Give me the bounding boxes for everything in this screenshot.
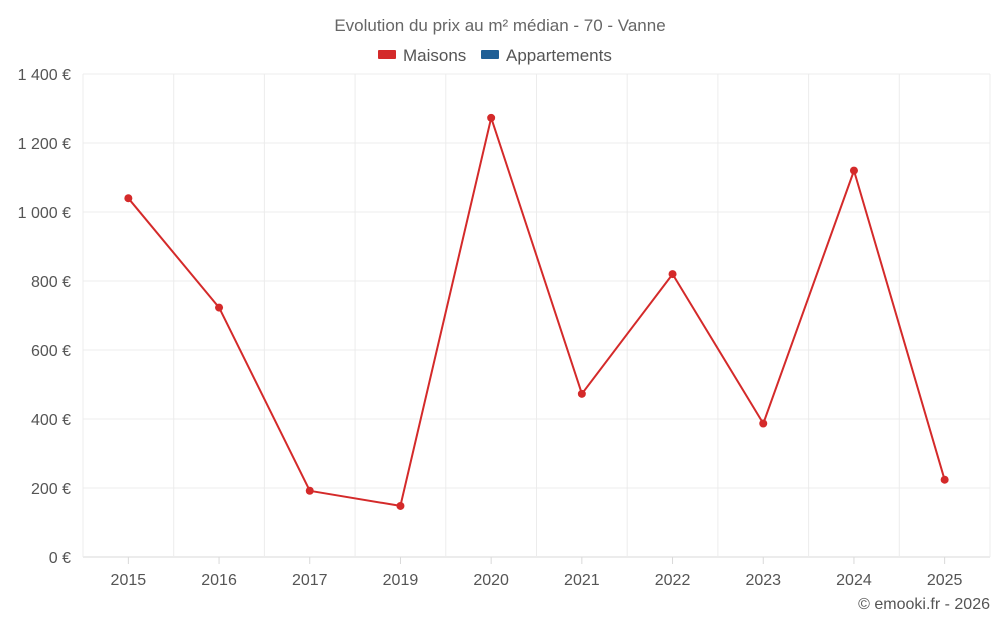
data-point[interactable] [940,475,949,484]
data-point[interactable] [124,194,133,203]
y-tick-label: 1 200 € [18,136,71,153]
data-point[interactable] [305,486,314,495]
x-axis-ticks: 2015 2016 2017 2019 2020 2021 2022 2023 2024 2025 [111,557,963,589]
x-tick-label: 2023 [745,572,781,589]
series-layer [124,113,949,510]
chart-title: Evolution du prix au m² médian - 70 - Va… [334,16,665,35]
x-tick-label: 2020 [473,572,509,589]
data-point[interactable] [487,113,496,122]
legend: Maisons Appartements [378,46,612,65]
legend-label-maisons[interactable]: Maisons [403,46,466,65]
data-point[interactable] [577,389,586,398]
y-tick-label: 200 € [31,481,71,498]
y-tick-label: 600 € [31,343,71,360]
grid [82,73,991,558]
legend-swatch-appartements[interactable] [481,50,499,59]
y-tick-label: 1 000 € [18,205,71,222]
x-tick-label: 2015 [111,572,147,589]
x-tick-label: 2025 [927,572,963,589]
x-tick-label: 2017 [292,572,328,589]
x-tick-label: 2024 [836,572,872,589]
data-point[interactable] [668,270,677,279]
series-line-maisons [127,116,946,507]
y-axis-ticks: 0 € 200 € 400 € 600 € 800 € 1 000 € 1 200 € 1 4… [18,67,71,567]
x-tick-label: 2019 [383,572,419,589]
x-tick-label: 2021 [564,572,600,589]
data-point[interactable] [849,166,858,175]
data-point[interactable] [759,419,768,428]
x-tick-label: 2016 [201,572,237,589]
y-tick-label: 800 € [31,274,71,291]
x-tick-label: 2022 [655,572,691,589]
y-tick-label: 400 € [31,412,71,429]
y-tick-label: 1 400 € [18,67,71,84]
legend-swatch-maisons[interactable] [378,50,396,59]
credit-text: © emooki.fr - 2026 [858,596,990,613]
y-tick-label: 0 € [49,550,71,567]
data-point[interactable] [396,501,405,510]
legend-label-appartements[interactable]: Appartements [506,46,612,65]
data-point[interactable] [215,303,224,312]
